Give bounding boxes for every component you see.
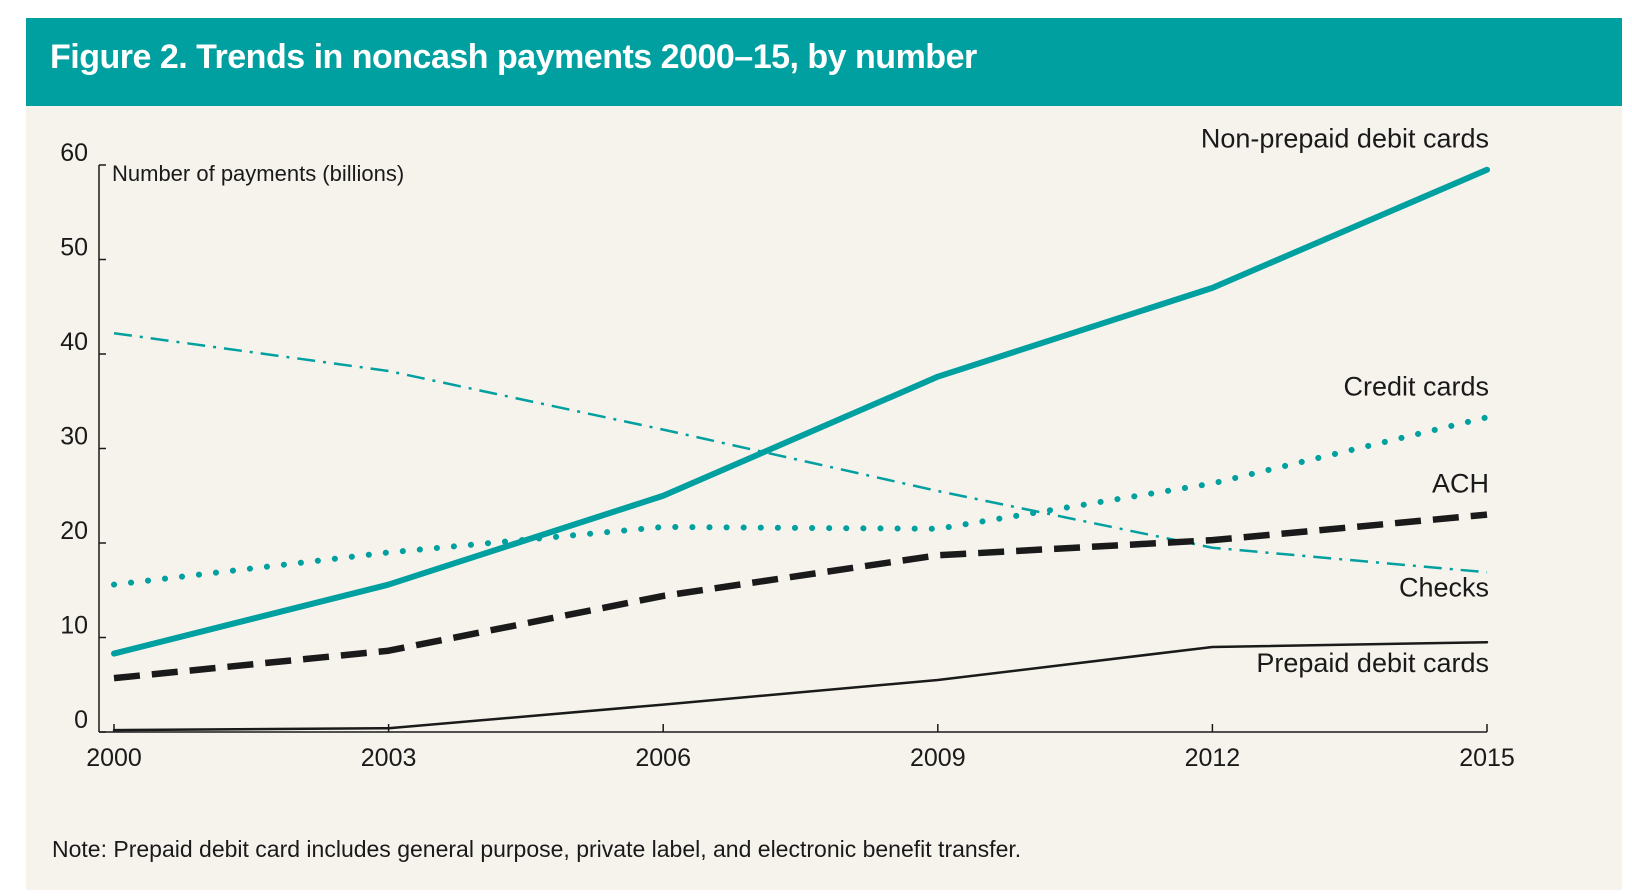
y-axis-label: Number of payments (billions) (112, 161, 404, 186)
series-label: Credit cards (1343, 371, 1489, 401)
x-tick-label: 2000 (86, 744, 142, 772)
series-label: Checks (1399, 572, 1489, 602)
line-chart: 0 10 20 30 40 50 60 2000 2003 2006 2009 2012 2015 Nu… (60, 124, 1515, 772)
series-label: Non-prepaid debit cards (1201, 124, 1489, 154)
x-tick-label: 2006 (635, 744, 691, 772)
figure-header: Figure 2. Trends in noncash payments 200… (26, 18, 1622, 106)
series-label: ACH (1432, 469, 1489, 499)
y-tick-label: 30 (60, 423, 88, 451)
series-line-non-prepaid-debit-cards (111, 166, 1490, 657)
y-tick-label: 0 (74, 706, 88, 734)
figure-note: Note: Prepaid debit card includes genera… (52, 836, 1022, 862)
y-tick-label: 40 (60, 328, 88, 356)
series-line-credit-cards (111, 414, 1490, 588)
figure-title: Figure 2. Trends in noncash payments 200… (50, 38, 977, 76)
x-tick-label: 2003 (361, 744, 417, 772)
y-tick-label: 60 (60, 139, 88, 167)
series-line-checks (113, 331, 1488, 574)
y-tick-label: 50 (60, 234, 88, 262)
chart-labels: Number of payments (billions) Non-prepaid… (112, 124, 1489, 678)
y-tick-label: 20 (60, 517, 88, 545)
figure-panel: Figure 2. Trends in noncash payments 200… (26, 18, 1622, 890)
x-tick-label: 2015 (1459, 744, 1515, 772)
chart-axes: 0 10 20 30 40 50 60 2000 2003 2006 2009 2012 2015 (60, 139, 1515, 772)
series-label: Prepaid debit cards (1256, 648, 1489, 678)
series-line-ach (113, 511, 1488, 682)
x-tick-label: 2012 (1185, 744, 1241, 772)
x-tick-label: 2009 (910, 744, 966, 772)
chart-series (111, 166, 1490, 732)
series-line-prepaid-debit-cards (112, 640, 1489, 732)
y-tick-label: 10 (60, 612, 88, 640)
